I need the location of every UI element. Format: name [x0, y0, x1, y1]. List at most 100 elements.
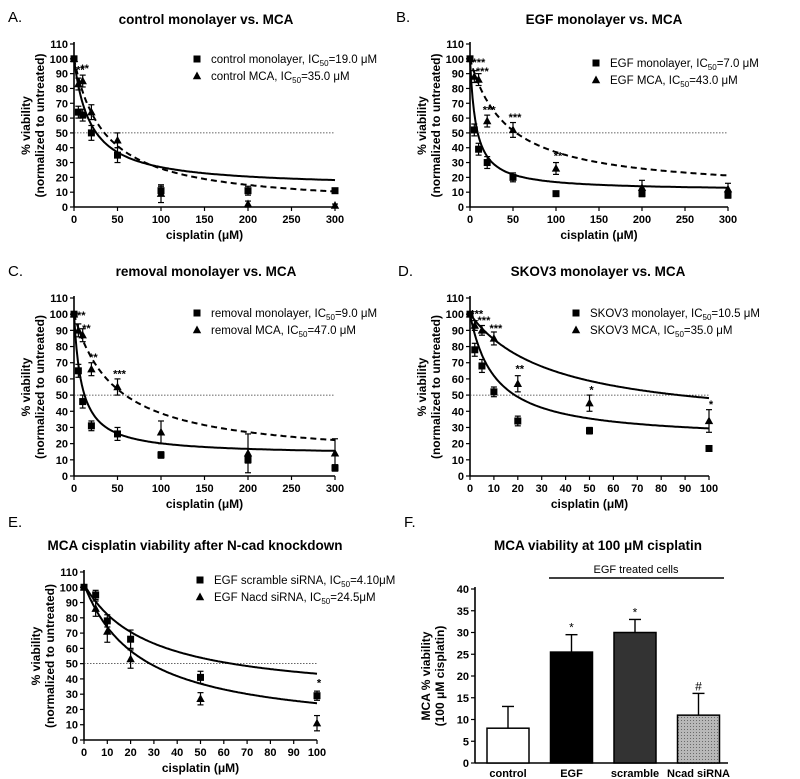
y-axis-label-sub: (normalized to untreated) [33, 315, 47, 459]
y-tick-label: 5 [463, 736, 469, 748]
y-tick-label: 60 [56, 374, 68, 386]
data-point-triangle [91, 604, 100, 612]
series-1: EGF Nacd siRNA, IC50=24.5μM [79, 582, 376, 732]
data-point-triangle [79, 582, 89, 591]
x-tick-label: 300 [719, 214, 737, 226]
legend-entry: EGF monolayer, IC50=7.0 μM [610, 58, 759, 72]
legend-marker-square [193, 309, 201, 317]
data-point-triangle [78, 330, 87, 339]
y-tick-label: 110 [60, 567, 78, 579]
x-tick-label: 0 [71, 214, 77, 226]
y-tick-label: 0 [458, 202, 464, 214]
y-tick-label: 90 [66, 598, 78, 610]
x-tick-label: 300 [326, 214, 344, 226]
data-point-square [586, 427, 593, 435]
y-tick-label: 10 [452, 187, 464, 199]
bar [676, 714, 721, 764]
x-tick-label: 100 [547, 214, 565, 226]
y-tick-label: 30 [56, 158, 68, 170]
legend-ic50: =35.0 μM [684, 325, 733, 337]
legend-entry: EGF scramble siRNA, IC50=4.10μM [214, 575, 395, 589]
legend-ic50: =10.5 μM [711, 308, 760, 320]
series-1: SKOV3 MCA, IC50=35.0 μM [465, 309, 733, 433]
y-tick-label: 40 [457, 584, 469, 596]
y-tick-label: 0 [458, 471, 464, 483]
significance-marker: ** [80, 63, 89, 75]
data-point-square [514, 417, 522, 425]
legend-ic50: =19.0 μM [329, 54, 378, 66]
x-tick-label: 10 [101, 747, 113, 759]
significance-marker: *** [476, 66, 490, 78]
legend-ic50: =7.0 μM [717, 58, 759, 70]
legend-marker-triangle [192, 325, 202, 334]
significance-marker: * [633, 605, 638, 619]
legend-entry: control MCA, IC50=35.0 μM [211, 71, 350, 85]
legend-name: removal monolayer, IC [211, 308, 326, 320]
y-tick-label: 30 [66, 689, 78, 701]
significance-marker: # [695, 679, 702, 693]
y-tick-label: 60 [56, 113, 68, 125]
y-tick-label: 80 [56, 83, 68, 95]
y-tick-label: 50 [56, 128, 68, 140]
y-tick-label: 110 [446, 293, 464, 305]
data-point-triangle [69, 309, 79, 318]
y-axis-label: % viability [29, 626, 43, 685]
y-tick-label: 10 [56, 455, 68, 467]
x-category-label: EGF [560, 768, 583, 779]
y-tick-label: 70 [452, 358, 464, 370]
data-point-square [114, 430, 121, 438]
x-category-label: scramble [611, 768, 659, 779]
data-point-triangle [243, 199, 253, 208]
x-tick-label: 0 [467, 214, 473, 226]
x-tick-label: 40 [171, 747, 183, 759]
x-tick-label: 100 [308, 747, 326, 759]
panel-letter: D. [398, 263, 413, 280]
data-point-triangle [156, 427, 166, 436]
y-tick-label: 80 [56, 342, 68, 354]
y-tick-label: 20 [56, 439, 68, 451]
legend-subscript: 50 [292, 76, 301, 85]
legend-marker-square [572, 309, 580, 317]
x-tick-label: 250 [676, 214, 694, 226]
data-point-square [490, 388, 498, 396]
data-point-square [87, 129, 95, 137]
legend-entry: EGF MCA, IC50=43.0 μM [610, 75, 738, 89]
data-point-square [471, 346, 479, 354]
legend-name: EGF monolayer, IC [610, 58, 708, 70]
legend-name: control monolayer, IC [211, 54, 320, 66]
y-tick-label: 40 [452, 406, 464, 418]
chart-title: control monolayer vs. MCA [119, 12, 294, 27]
data-point-triangle [196, 694, 205, 702]
fit-curve [469, 313, 709, 430]
x-tick-label: 200 [239, 483, 257, 495]
y-axis-label-sub: (normalized to untreated) [429, 315, 443, 459]
legend-ic50: =4.10μM [350, 575, 395, 587]
panel-letter: B. [396, 9, 410, 26]
x-tick-label: 30 [536, 483, 548, 495]
data-point-triangle [69, 54, 79, 63]
legend-marker-square [592, 59, 600, 67]
fit-curve [469, 313, 710, 400]
data-point-square [74, 108, 82, 116]
y-tick-label: 20 [457, 671, 469, 683]
data-point-triangle [78, 76, 87, 85]
legend-name: SKOV3 MCA, IC [590, 325, 675, 337]
legend-marker-square [193, 55, 201, 63]
legend-name: control MCA, IC [211, 71, 292, 83]
series-1: removal MCA, IC50=47.0 μM [69, 309, 356, 474]
legend-entry: removal monolayer, IC50=9.0 μM [211, 308, 377, 322]
y-tick-label: 100 [50, 54, 68, 66]
panel-letter: C. [8, 263, 23, 280]
data-point-triangle [551, 163, 561, 172]
x-tick-label: 60 [607, 483, 619, 495]
y-tick-label: 40 [66, 674, 78, 686]
y-tick-label: 110 [446, 39, 464, 51]
x-tick-label: 250 [282, 214, 300, 226]
legend-subscript: 50 [326, 313, 335, 322]
significance-marker: * [317, 678, 322, 690]
significance-marker: *** [483, 105, 497, 117]
legend-marker-triangle [192, 71, 202, 80]
data-point-triangle [489, 333, 499, 342]
x-tick-label: 0 [81, 747, 87, 759]
y-tick-label: 80 [66, 613, 78, 625]
